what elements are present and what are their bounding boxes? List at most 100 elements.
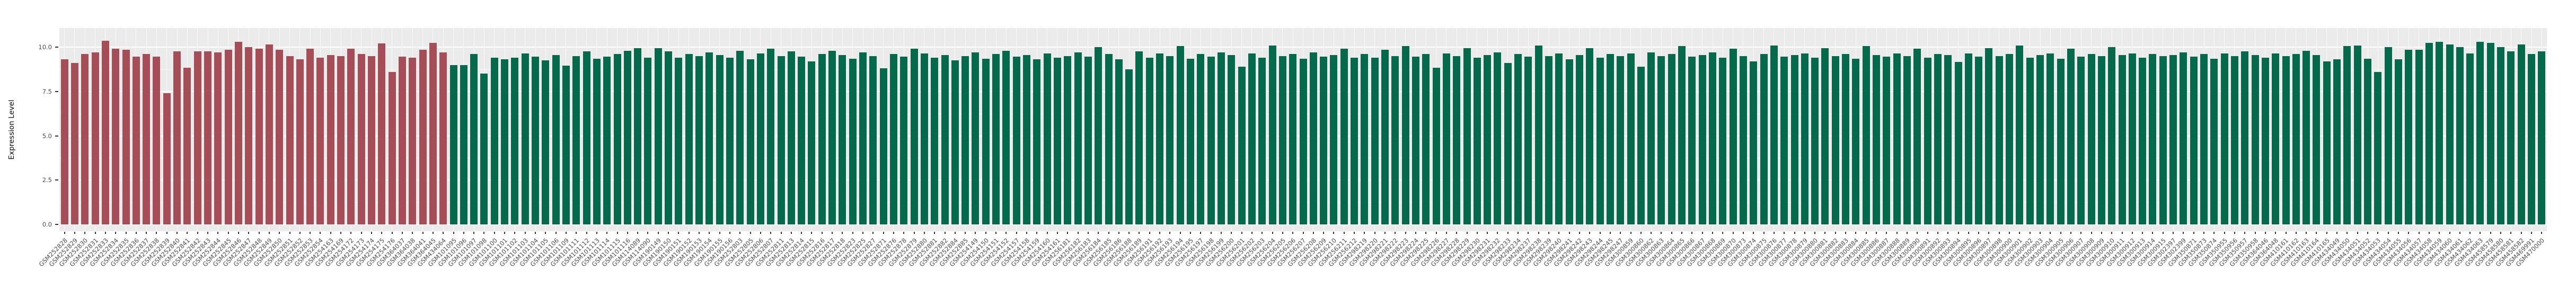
bar <box>511 58 519 224</box>
bar <box>879 68 887 224</box>
bar <box>439 52 447 224</box>
x-tick-mark <box>2306 232 2307 234</box>
x-tick-mark <box>381 232 383 234</box>
x-tick-mark <box>237 232 239 234</box>
bar <box>1944 55 1952 224</box>
bar <box>1012 57 1020 224</box>
x-tick-mark <box>371 232 373 234</box>
bar <box>818 54 826 224</box>
bar <box>613 54 621 224</box>
bar <box>81 54 89 224</box>
x-tick-mark <box>166 232 167 234</box>
x-tick-mark <box>780 232 782 234</box>
bar <box>2006 54 2014 224</box>
x-tick-mark <box>729 232 730 234</box>
y-axis: Expression Level 0.0 2.5 5.0 7.5 10.0 <box>0 0 59 307</box>
bar <box>1084 57 1092 224</box>
x-tick-mark <box>1558 232 1560 234</box>
x-tick-mark <box>944 232 946 234</box>
y-tick-mark <box>55 91 58 92</box>
x-tick-mark <box>391 232 393 234</box>
bar <box>951 60 959 224</box>
x-tick-mark <box>555 232 557 234</box>
x-tick-mark <box>74 232 75 234</box>
x-tick-mark <box>1701 232 1703 234</box>
x-tick-mark <box>401 232 403 234</box>
bar <box>869 56 877 224</box>
x-tick-mark <box>2520 232 2522 234</box>
x-tick-mark <box>545 232 546 234</box>
x-tick-mark <box>1609 232 1611 234</box>
bar <box>122 50 130 224</box>
x-tick-mark <box>2336 232 2338 234</box>
x-tick-mark <box>1128 232 1130 234</box>
x-tick-mark <box>2173 232 2174 234</box>
bar <box>419 50 427 224</box>
x-tick-mark <box>227 232 229 234</box>
bar <box>2528 54 2536 224</box>
x-tick-mark <box>699 232 700 234</box>
bar <box>1064 56 1072 224</box>
x-tick-mark <box>2418 232 2420 234</box>
x-tick-mark <box>2264 232 2266 234</box>
bar <box>2507 51 2515 224</box>
bar <box>1484 55 1492 224</box>
bar <box>1555 53 1563 224</box>
x-tick-mark <box>2275 232 2277 234</box>
x-tick-mark <box>1691 232 1693 234</box>
bar <box>941 55 949 224</box>
x-tick-mark <box>893 232 894 234</box>
bar <box>1985 48 1993 224</box>
x-tick-mark <box>1231 232 1232 234</box>
bar <box>1698 55 1706 224</box>
x-tick-mark <box>1067 232 1069 234</box>
x-tick-mark <box>1568 232 1570 234</box>
bar <box>2026 58 2034 224</box>
bar <box>1534 45 1542 224</box>
bar <box>1821 48 1829 224</box>
bar <box>767 49 775 224</box>
x-tick-mark <box>1640 232 1642 234</box>
bar <box>1709 52 1716 224</box>
x-tick-mark <box>965 232 966 234</box>
y-tick-label: 2.5 <box>42 176 52 184</box>
x-tick-mark <box>2183 232 2184 234</box>
x-tick-mark <box>1927 232 1928 234</box>
bar <box>286 56 294 224</box>
bar <box>1309 52 1317 224</box>
x-tick-mark <box>1917 232 1918 234</box>
bar <box>1166 56 1174 224</box>
x-tick-mark <box>1241 232 1242 234</box>
bar <box>716 55 724 224</box>
x-tick-mark <box>2050 232 2051 234</box>
x-tick-mark <box>821 232 823 234</box>
x-tick-mark <box>2377 232 2379 234</box>
bar <box>2036 55 2044 224</box>
bar <box>1176 46 1184 224</box>
bar <box>245 47 253 224</box>
x-tick-mark <box>995 232 997 234</box>
x-tick-mark <box>1056 232 1058 234</box>
bar <box>143 54 151 224</box>
x-tick-mark <box>1220 232 1222 234</box>
x-tick-mark <box>2040 232 2041 234</box>
x-tick-mark <box>923 232 925 234</box>
x-tick-mark <box>1046 232 1048 234</box>
x-tick-mark <box>2285 232 2287 234</box>
x-tick-mark <box>1599 232 1601 234</box>
x-tick-mark <box>1538 232 1539 234</box>
bar <box>746 59 754 224</box>
x-tick-mark <box>1876 232 1877 234</box>
bar <box>1657 56 1665 224</box>
x-tick-mark <box>463 232 464 234</box>
x-tick-mark <box>422 232 424 234</box>
bar <box>1248 53 1256 224</box>
x-tick-mark <box>1445 232 1447 234</box>
bar <box>1330 55 1338 224</box>
bar <box>204 51 212 224</box>
bar <box>2077 57 2085 224</box>
x-tick-mark <box>2316 232 2317 234</box>
x-tick-mark <box>2224 232 2225 234</box>
x-tick-mark <box>443 232 444 234</box>
bar <box>562 66 570 224</box>
